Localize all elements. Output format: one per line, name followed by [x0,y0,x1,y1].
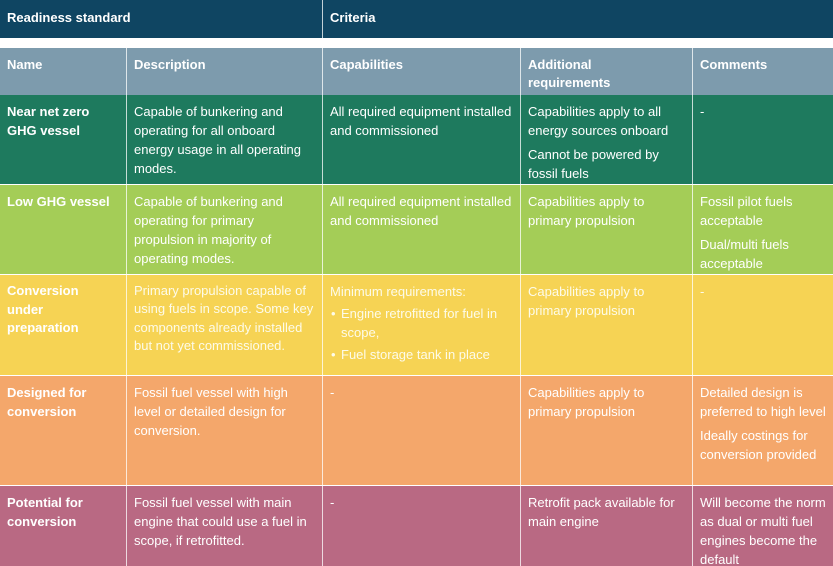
row-description: Primary propulsion capable of using fuel… [127,275,323,375]
row-comments: Detailed design is preferred to high lev… [693,376,833,485]
row-name-line: under [7,301,44,317]
additional-item: Capabilities apply to primary propulsion [528,194,645,228]
row-name-line: Potential for [7,495,83,510]
row-additional-requirements: Capabilities apply to primary propulsion [521,185,693,274]
row-additional-requirements: Retrofit pack available for main engine [521,486,693,566]
row-capabilities: All required equipment installed and com… [323,185,521,274]
table-row: Near net zero GHG vessel Capable of bunk… [0,95,833,184]
row-additional-requirements: Capabilities apply to primary propulsion [521,376,693,485]
row-name-line: Low GHG vessel [7,194,110,209]
header-gap [0,38,833,48]
comment-item: Fossil pilot fuels acceptable [700,194,793,228]
additional-item: Retrofit pack available for main engine [528,495,675,529]
row-description: Fossil fuel vessel with main engine that… [127,486,323,566]
capabilities-bullet: Fuel storage tank in place [330,345,513,364]
column-header-comments: Comments [700,57,768,72]
row-name: Low GHG vessel [0,185,127,274]
row-name-line: Near net zero [7,104,90,119]
capabilities-list: Engine retrofitted for fuel in scope, Fu… [330,304,513,364]
column-header-capabilities: Capabilities [323,48,521,95]
comment-item: Dual/multi fuels acceptable [700,237,789,271]
row-comments: - [693,275,833,375]
group-header-readiness-standard: Readiness standard [0,0,323,38]
table-row: Conversion under preparation Primary pro… [0,275,833,375]
row-description: Capable of bunkering and operating for p… [127,185,323,274]
additional-item: Cannot be powered by fossil fuels [528,147,659,181]
table-column-header: Name Description Capabilities Additional… [0,48,833,95]
table-row: Designed for conversion Fossil fuel vess… [0,376,833,485]
comment-item: - [700,284,705,299]
table-row: Low GHG vessel Capable of bunkering and … [0,185,833,274]
comment-item: Will become the norm as dual or multi fu… [700,495,826,566]
group-header-criteria: Criteria [330,10,376,25]
row-description: Fossil fuel vessel with high level or de… [127,376,323,485]
row-comments: Will become the norm as dual or multi fu… [693,486,833,566]
capabilities-intro: Minimum requirements: [330,284,466,299]
row-comments: - [693,95,833,184]
row-name-line: Conversion [7,283,79,298]
row-name: Potential for conversion [0,486,127,566]
row-name-line: conversion [7,514,77,529]
row-capabilities: - [323,486,521,566]
additional-item: Capabilities apply to all energy sources… [528,104,669,138]
row-name: Near net zero GHG vessel [0,95,127,184]
column-header-additional-line1: Additional [528,57,592,72]
comment-item: - [700,104,705,119]
row-name-line: GHG vessel [7,123,80,138]
column-header-additional-requirements: Additional requirements [521,48,693,95]
capabilities-bullet: Engine retrofitted for fuel in scope, [330,304,513,342]
table-row: Potential for conversion Fossil fuel ves… [0,486,833,566]
row-additional-requirements: Capabilities apply to primary propulsion [521,275,693,375]
row-capabilities: Minimum requirements: Engine retrofitted… [323,275,521,375]
row-capabilities: All required equipment installed and com… [323,95,521,184]
row-comments: Fossil pilot fuels acceptable Dual/multi… [693,185,833,274]
row-name-line: preparation [7,320,79,335]
row-name: Designed for conversion [0,376,127,485]
column-header-description: Description [127,48,323,95]
row-capabilities: - [323,376,521,485]
row-name-line: conversion [7,404,77,419]
column-header-additional-line2: requirements [528,75,611,90]
additional-item: Capabilities apply to primary propulsion [528,284,645,318]
row-name: Conversion under preparation [0,275,127,375]
row-additional-requirements: Capabilities apply to all energy sources… [521,95,693,184]
table-group-header: Readiness standard Criteria [0,0,833,38]
comment-item: Detailed design is preferred to high lev… [700,385,826,419]
additional-item: Capabilities apply to primary propulsion [528,385,645,419]
row-name-line: Designed for [7,385,87,400]
column-header-name: Name [0,48,127,95]
comment-item: Ideally costings for conversion provided [700,428,817,462]
row-description: Capable of bunkering and operating for a… [127,95,323,184]
